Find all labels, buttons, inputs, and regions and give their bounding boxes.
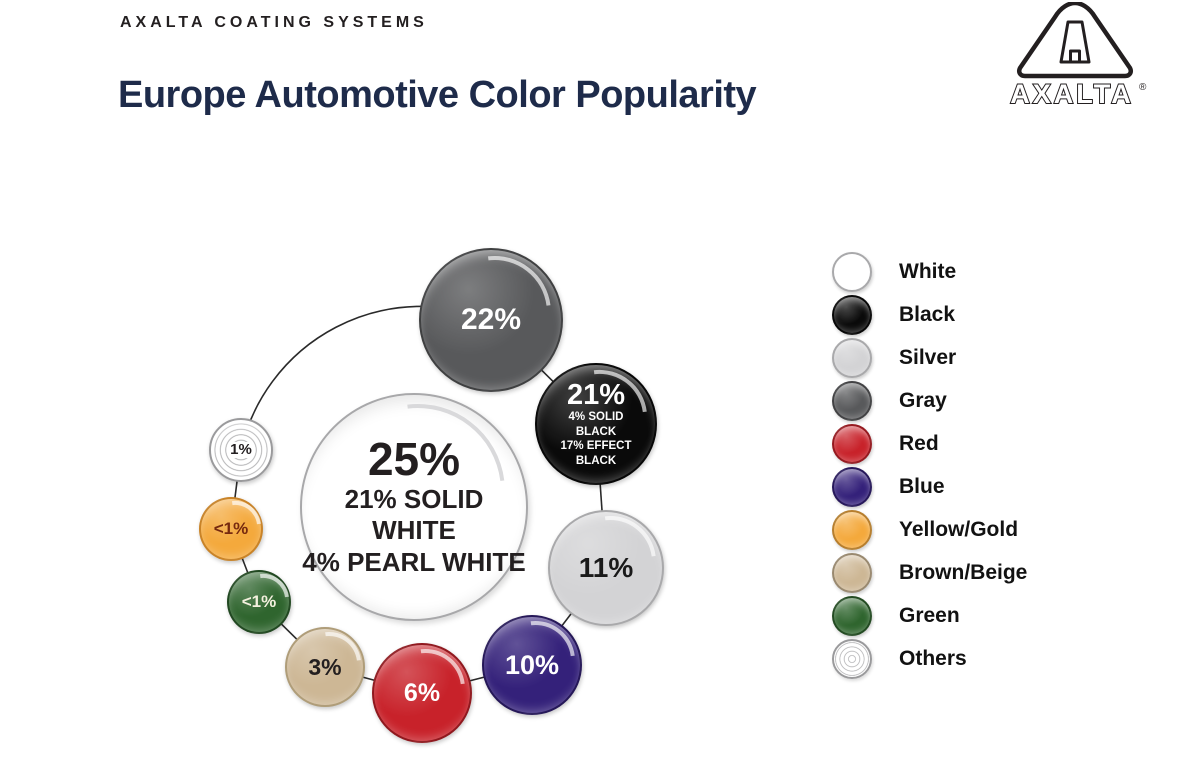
brown-beige-swatch-icon [832,552,872,593]
yellow-gold-swatch-icon [832,509,872,550]
bubble-white-breakdown-1: 21% SOLID WHITE [344,483,484,546]
legend-item-green: Green [832,594,1027,637]
bubble-black-value: 21% [566,379,626,412]
page-title: Europe Automotive Color Popularity [118,74,757,116]
legend-item-yellow-gold: Yellow/Gold [832,508,1027,551]
bubble-black-breakdown-1: 4% SOLID BLACK [568,411,624,438]
bubble-white-breakdown-2: 4% PEARL WHITE [302,547,526,577]
legend-item-red: Red [832,422,1027,465]
legend-item-black: Black [832,293,1027,336]
legend-item-blue: Blue [832,465,1027,508]
bubble-silver-value: 11% [578,552,634,584]
legend-item-gray: Gray [832,379,1027,422]
bubble-blue: 10% [482,615,582,715]
legend-item-white: White [832,250,1027,293]
bubble-silver: 11% [548,510,664,626]
legend-label: Brown/Beige [899,560,1028,584]
bubble-gray-value: 22% [460,303,522,337]
legend-label: Silver [899,345,957,369]
legend-label: Others [899,646,967,670]
logo-a-counter [1059,20,1091,64]
bubble-black: 21% 4% SOLID BLACK 17% EFFECT BLACK [535,363,657,485]
legend-item-others: Others [832,637,1027,680]
green-swatch-icon [832,595,872,636]
bubble-others: 1% [209,418,273,482]
logo-registered-mark: ® [1139,82,1147,93]
red-swatch-icon [832,423,872,464]
gray-swatch-icon [832,380,872,421]
legend: White Black Silver Gray Red Blue Yellow/… [832,250,1027,680]
legend-label: Yellow/Gold [899,517,1019,541]
legend-label: Red [899,431,939,455]
bubble-yellow-gold-value: <1% [213,519,249,539]
others-rings-swatch-icon [832,638,872,679]
silver-swatch-icon [832,337,872,378]
legend-label: White [899,259,957,283]
legend-item-brown-beige: Brown/Beige [832,551,1027,594]
white-swatch-icon [832,251,872,292]
bubble-white-center: 25% 21% SOLID WHITE 4% PEARL WHITE [300,393,528,621]
bubble-blue-value: 10% [504,649,560,680]
legend-label: Gray [899,388,947,412]
legend-label: Blue [899,474,945,498]
logo-wordmark: AXALTA [1010,79,1133,109]
bubble-green-value: <1% [241,592,277,612]
bubble-red: 6% [372,643,472,743]
bubble-brown-beige: 3% [285,627,365,707]
legend-label: Black [899,302,956,326]
black-swatch-icon [832,294,872,335]
bubble-brown-beige-value: 3% [308,653,342,680]
axalta-logo-icon: AXALTA ® [1009,2,1147,110]
bubble-red-value: 6% [403,678,441,707]
bubble-yellow-gold: <1% [199,497,263,561]
bubble-green: <1% [227,570,291,634]
bubble-black-breakdown-2: 17% EFFECT BLACK [560,440,632,467]
legend-label: Green [899,603,960,627]
bubble-others-value: 1% [228,441,254,459]
blue-swatch-icon [832,466,872,507]
bubble-gray: 22% [419,248,563,392]
legend-item-silver: Silver [832,336,1027,379]
bubble-white-value: 25% [367,433,461,486]
brand-header: AXALTA COATING SYSTEMS [120,14,428,31]
